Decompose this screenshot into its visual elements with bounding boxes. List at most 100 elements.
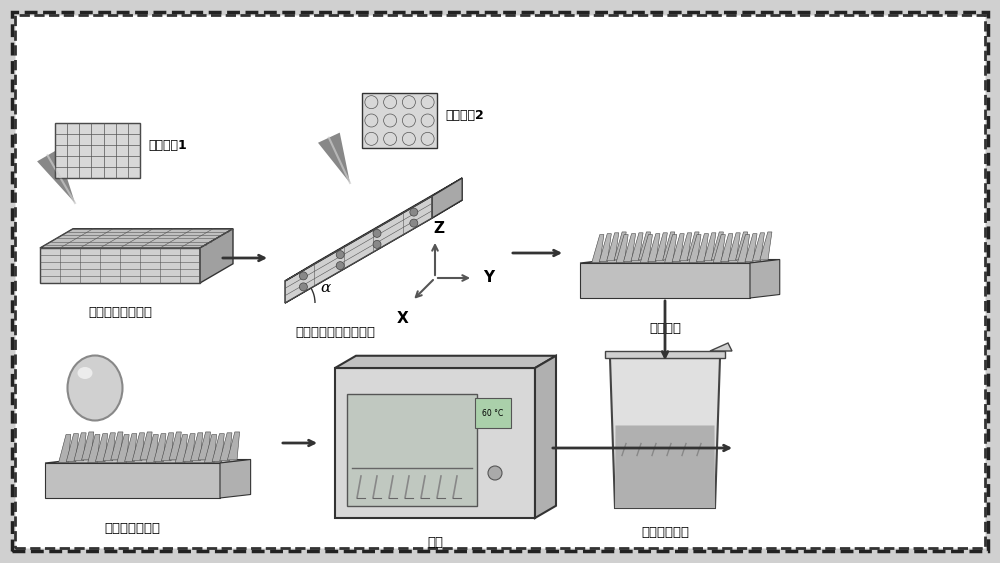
Polygon shape	[696, 234, 708, 262]
Text: X: X	[396, 311, 408, 326]
Circle shape	[373, 240, 381, 248]
Polygon shape	[750, 260, 780, 298]
Bar	[55, 123, 140, 178]
Polygon shape	[535, 356, 556, 518]
Polygon shape	[146, 435, 158, 463]
Polygon shape	[183, 434, 195, 462]
Polygon shape	[616, 235, 628, 262]
Polygon shape	[154, 434, 166, 462]
Polygon shape	[672, 234, 684, 262]
Polygon shape	[760, 232, 772, 260]
Polygon shape	[713, 235, 725, 262]
Polygon shape	[610, 358, 720, 508]
Ellipse shape	[78, 367, 92, 379]
Polygon shape	[45, 459, 251, 463]
Circle shape	[299, 283, 307, 291]
Circle shape	[488, 466, 502, 480]
Bar	[475, 398, 511, 428]
Polygon shape	[648, 234, 660, 262]
Text: 60 °C: 60 °C	[482, 409, 504, 418]
Polygon shape	[752, 233, 764, 261]
Polygon shape	[432, 178, 462, 218]
Polygon shape	[710, 343, 732, 351]
Polygon shape	[95, 434, 108, 462]
Polygon shape	[335, 368, 535, 518]
Polygon shape	[580, 263, 750, 298]
Polygon shape	[125, 434, 137, 462]
Text: Z: Z	[433, 221, 444, 236]
Polygon shape	[687, 232, 699, 260]
Polygon shape	[200, 229, 233, 283]
Polygon shape	[680, 233, 692, 261]
Polygon shape	[285, 196, 432, 303]
Text: 斜柱阵列: 斜柱阵列	[649, 321, 681, 334]
Polygon shape	[37, 149, 75, 203]
Polygon shape	[140, 432, 152, 460]
Polygon shape	[220, 433, 232, 461]
Circle shape	[373, 229, 381, 238]
Text: 扫描轨迹2: 扫描轨迹2	[445, 109, 484, 122]
Polygon shape	[161, 433, 174, 461]
FancyBboxPatch shape	[15, 15, 985, 548]
Polygon shape	[103, 433, 115, 461]
Polygon shape	[111, 432, 123, 460]
Polygon shape	[198, 432, 210, 460]
Polygon shape	[640, 235, 652, 262]
Bar	[347, 394, 477, 506]
Text: α: α	[320, 281, 330, 295]
Circle shape	[336, 262, 344, 270]
Polygon shape	[40, 248, 200, 283]
Polygon shape	[335, 356, 556, 368]
Text: 烘干: 烘干	[427, 537, 443, 549]
Polygon shape	[689, 235, 701, 262]
Polygon shape	[74, 433, 86, 461]
Polygon shape	[704, 233, 716, 261]
Text: 纳秒激光单次加工: 纳秒激光单次加工	[88, 306, 152, 319]
Polygon shape	[614, 232, 626, 260]
Polygon shape	[737, 235, 750, 262]
Polygon shape	[66, 434, 78, 462]
Polygon shape	[191, 433, 203, 461]
Polygon shape	[40, 229, 233, 248]
Polygon shape	[227, 432, 240, 460]
Polygon shape	[623, 234, 636, 262]
Polygon shape	[592, 235, 604, 262]
Polygon shape	[631, 233, 643, 261]
Circle shape	[299, 272, 307, 280]
Polygon shape	[607, 233, 619, 261]
Bar	[605, 351, 725, 358]
Polygon shape	[318, 133, 350, 183]
Polygon shape	[615, 426, 715, 508]
Circle shape	[336, 251, 344, 258]
Polygon shape	[220, 459, 251, 498]
Polygon shape	[736, 232, 748, 260]
Polygon shape	[711, 232, 723, 260]
Circle shape	[410, 208, 418, 216]
Text: 纳秒激光加工斜柱阵列: 纳秒激光加工斜柱阵列	[295, 327, 375, 339]
Polygon shape	[580, 260, 780, 263]
Polygon shape	[285, 200, 462, 303]
Ellipse shape	[68, 355, 122, 421]
Polygon shape	[175, 435, 187, 463]
Polygon shape	[204, 435, 217, 463]
Polygon shape	[59, 435, 71, 463]
Text: 扫描轨迹1: 扫描轨迹1	[148, 139, 187, 152]
Polygon shape	[212, 434, 224, 462]
Polygon shape	[663, 232, 675, 260]
Polygon shape	[728, 233, 740, 261]
Polygon shape	[169, 432, 181, 460]
Polygon shape	[665, 235, 677, 262]
Polygon shape	[285, 178, 462, 281]
Polygon shape	[599, 234, 611, 262]
Circle shape	[410, 219, 418, 227]
Polygon shape	[132, 433, 144, 461]
Polygon shape	[117, 435, 129, 463]
Polygon shape	[721, 234, 733, 262]
Bar	[362, 93, 437, 148]
Text: 低表面能修饰: 低表面能修饰	[641, 526, 689, 539]
Text: Y: Y	[483, 270, 494, 285]
Polygon shape	[45, 463, 220, 498]
Text: 超疏水斜柱阵列: 超疏水斜柱阵列	[104, 521, 160, 534]
Polygon shape	[82, 432, 94, 460]
Polygon shape	[745, 234, 757, 262]
